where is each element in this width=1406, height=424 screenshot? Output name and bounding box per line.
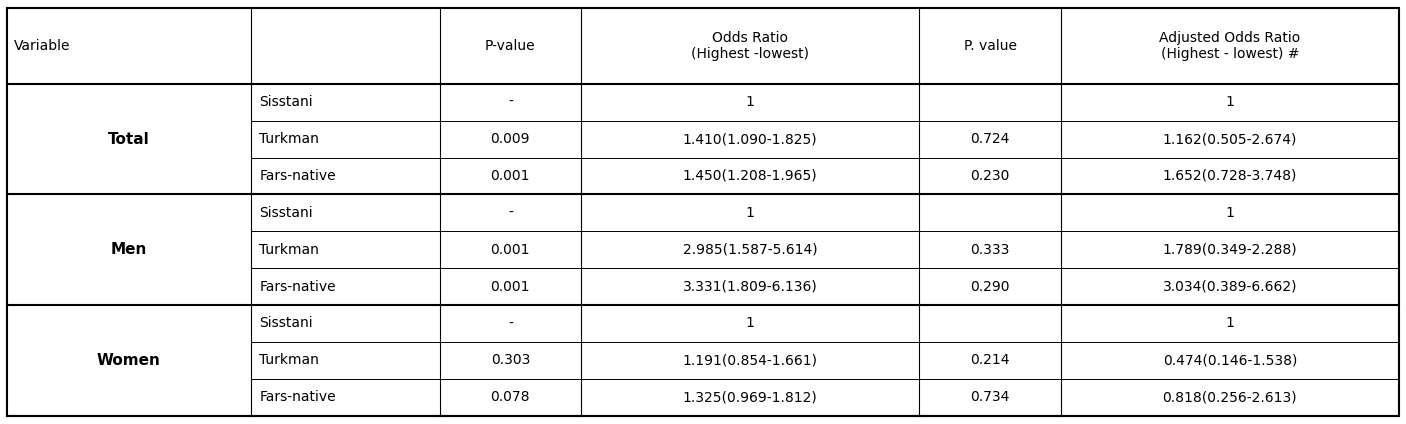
Text: -: - (508, 316, 513, 330)
Text: 0.214: 0.214 (970, 353, 1010, 367)
Text: 3.331(1.809-6.136): 3.331(1.809-6.136) (683, 279, 817, 293)
Text: 0.001: 0.001 (491, 243, 530, 257)
Text: Adjusted Odds Ratio
(Highest - lowest) #: Adjusted Odds Ratio (Highest - lowest) # (1160, 31, 1301, 61)
Text: Men: Men (111, 242, 148, 257)
Text: Turkman: Turkman (259, 353, 319, 367)
Text: 0.303: 0.303 (491, 353, 530, 367)
Text: 0.333: 0.333 (970, 243, 1010, 257)
Text: 3.034(0.389-6.662): 3.034(0.389-6.662) (1163, 279, 1298, 293)
Text: 0.474(0.146-1.538): 0.474(0.146-1.538) (1163, 353, 1298, 367)
Text: P-value: P-value (485, 39, 536, 53)
Text: 2.985(1.587-5.614): 2.985(1.587-5.614) (683, 243, 817, 257)
Text: Fars-native: Fars-native (259, 390, 336, 404)
Text: 0.734: 0.734 (970, 390, 1010, 404)
Text: 0.230: 0.230 (970, 169, 1010, 183)
Text: 0.078: 0.078 (491, 390, 530, 404)
Text: 1.191(0.854-1.661): 1.191(0.854-1.661) (683, 353, 818, 367)
Text: 1: 1 (1226, 95, 1234, 109)
Text: Sisstani: Sisstani (259, 316, 314, 330)
Text: -: - (508, 95, 513, 109)
Text: 1: 1 (1226, 316, 1234, 330)
Text: Turkman: Turkman (259, 243, 319, 257)
Text: 1.652(0.728-3.748): 1.652(0.728-3.748) (1163, 169, 1298, 183)
Text: 0.001: 0.001 (491, 279, 530, 293)
Text: 0.001: 0.001 (491, 169, 530, 183)
Text: 1: 1 (745, 316, 755, 330)
Text: P. value: P. value (963, 39, 1017, 53)
Text: 1.450(1.208-1.965): 1.450(1.208-1.965) (683, 169, 817, 183)
Text: -: - (508, 206, 513, 220)
Text: 1.325(0.969-1.812): 1.325(0.969-1.812) (683, 390, 817, 404)
Text: 0.818(0.256-2.613): 0.818(0.256-2.613) (1163, 390, 1298, 404)
Text: Turkman: Turkman (259, 132, 319, 146)
Text: 1.410(1.090-1.825): 1.410(1.090-1.825) (683, 132, 817, 146)
Text: Fars-native: Fars-native (259, 279, 336, 293)
Text: 0.290: 0.290 (970, 279, 1010, 293)
Text: Total: Total (108, 131, 150, 147)
Text: Odds Ratio
(Highest -lowest): Odds Ratio (Highest -lowest) (692, 31, 810, 61)
Text: 0.009: 0.009 (491, 132, 530, 146)
Text: 0.724: 0.724 (970, 132, 1010, 146)
Text: 1.162(0.505-2.674): 1.162(0.505-2.674) (1163, 132, 1298, 146)
Text: Women: Women (97, 353, 160, 368)
Text: Sisstani: Sisstani (259, 95, 314, 109)
Text: 1.789(0.349-2.288): 1.789(0.349-2.288) (1163, 243, 1298, 257)
Text: Sisstani: Sisstani (259, 206, 314, 220)
Text: 1: 1 (745, 206, 755, 220)
Text: 1: 1 (745, 95, 755, 109)
Text: 1: 1 (1226, 206, 1234, 220)
Text: Variable: Variable (14, 39, 70, 53)
Text: Fars-native: Fars-native (259, 169, 336, 183)
